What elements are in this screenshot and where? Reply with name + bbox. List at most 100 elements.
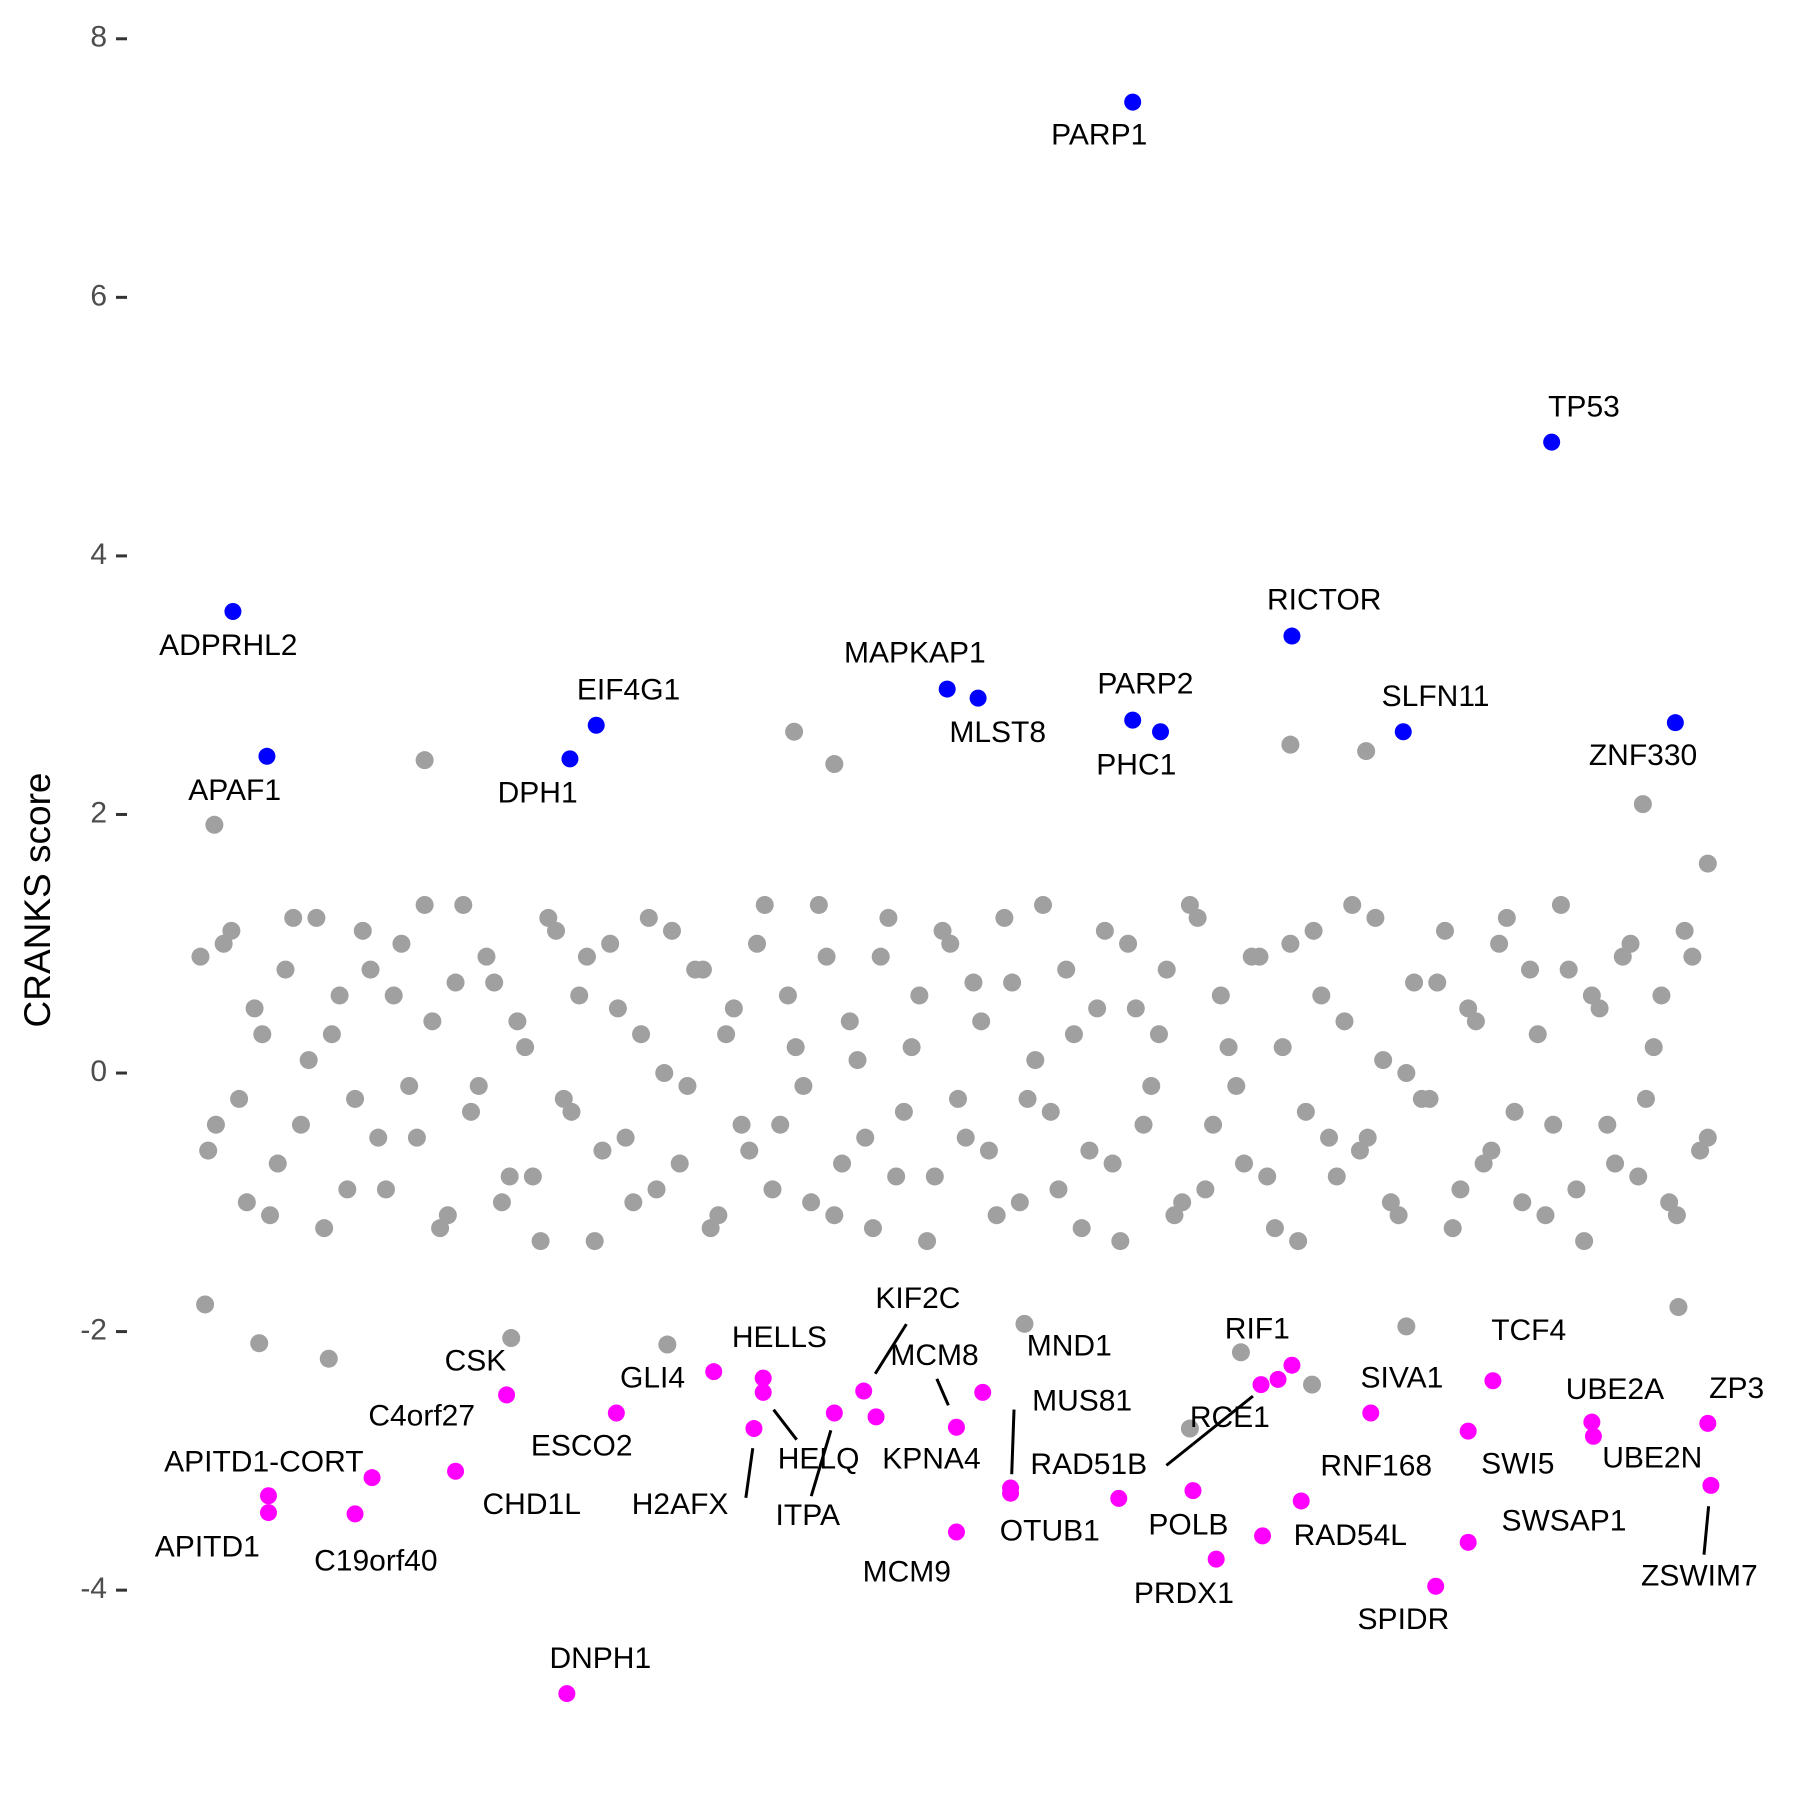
- point: [1204, 1115, 1223, 1134]
- point: [1397, 1317, 1416, 1336]
- point: [833, 1154, 852, 1173]
- point: [1188, 908, 1207, 927]
- point: [1666, 714, 1684, 732]
- point: [1521, 960, 1540, 979]
- point: [1394, 723, 1412, 741]
- point: [462, 1102, 481, 1121]
- point: [446, 973, 465, 992]
- point: [947, 1418, 965, 1436]
- point-label: GLI4: [620, 1362, 685, 1395]
- point-label: ZP3: [1709, 1372, 1764, 1405]
- point: [1049, 1180, 1068, 1199]
- point: [447, 1462, 465, 1480]
- point: [794, 1076, 813, 1095]
- point-label: MCM8: [890, 1339, 978, 1372]
- point: [284, 908, 303, 927]
- point: [1110, 1489, 1128, 1507]
- point: [1397, 1064, 1416, 1083]
- point: [1041, 1102, 1060, 1121]
- point-label: PARP2: [1097, 667, 1193, 700]
- point: [268, 1154, 287, 1173]
- point-label: RIF1: [1225, 1313, 1290, 1346]
- point: [717, 1025, 736, 1044]
- point: [701, 1219, 720, 1238]
- point: [947, 1523, 965, 1541]
- point: [1698, 1128, 1717, 1147]
- point: [1459, 999, 1478, 1018]
- point: [1252, 1376, 1270, 1394]
- point-label: RNF168: [1320, 1449, 1432, 1482]
- point: [1134, 1115, 1153, 1134]
- point: [817, 947, 836, 966]
- point: [338, 1180, 357, 1199]
- point: [1484, 1372, 1502, 1390]
- point-label: CSK: [445, 1345, 507, 1378]
- point: [1103, 1154, 1122, 1173]
- point: [502, 1329, 521, 1348]
- point: [258, 747, 276, 765]
- point: [1180, 895, 1199, 914]
- point: [1269, 1370, 1287, 1388]
- point: [949, 1089, 967, 1108]
- point: [658, 1335, 677, 1354]
- y-tick-label: 8: [90, 21, 107, 54]
- point-label: MUS81: [1032, 1385, 1132, 1418]
- point: [918, 1232, 937, 1251]
- point-label: MAPKAP1: [844, 636, 986, 669]
- point: [1088, 999, 1107, 1018]
- point: [1613, 947, 1632, 966]
- point: [1296, 1102, 1315, 1121]
- point: [601, 934, 620, 953]
- point: [237, 1193, 256, 1212]
- point-label: OTUB1: [1000, 1514, 1100, 1547]
- point-label: ESCO2: [531, 1430, 633, 1463]
- point: [1219, 1038, 1238, 1057]
- point: [1381, 1193, 1400, 1212]
- point: [322, 1025, 341, 1044]
- point-label: C4orf27: [368, 1400, 475, 1433]
- point: [1357, 742, 1376, 761]
- point: [431, 1219, 450, 1238]
- point: [693, 960, 712, 979]
- point-label: MND1: [1027, 1329, 1112, 1362]
- point: [1405, 973, 1424, 992]
- point: [910, 986, 929, 1005]
- point: [276, 960, 295, 979]
- point-label: DPH1: [498, 777, 578, 810]
- point: [1227, 1076, 1246, 1095]
- point: [1303, 1375, 1322, 1394]
- point-label: APITD1-CORT: [164, 1445, 363, 1478]
- point-label: UBE2N: [1602, 1441, 1702, 1474]
- point: [250, 1334, 269, 1353]
- point-label: H2AFX: [632, 1488, 729, 1521]
- point-label: ITPA: [776, 1499, 840, 1532]
- point: [867, 1408, 885, 1426]
- point: [1149, 1025, 1168, 1044]
- point: [616, 1128, 635, 1147]
- point: [879, 908, 898, 927]
- point: [1699, 1414, 1717, 1432]
- point: [1606, 1154, 1625, 1173]
- point: [705, 1363, 723, 1381]
- point: [1003, 973, 1022, 992]
- point: [855, 1382, 873, 1400]
- point: [969, 689, 987, 707]
- point: [1698, 854, 1717, 873]
- y-tick-label: 0: [90, 1055, 107, 1088]
- point: [361, 960, 380, 979]
- point: [1119, 934, 1138, 953]
- point: [662, 921, 681, 940]
- point: [1292, 1492, 1310, 1510]
- point: [492, 1193, 511, 1212]
- point: [856, 1128, 875, 1147]
- point: [1490, 934, 1509, 953]
- point: [1026, 1051, 1045, 1070]
- point-label: SWI5: [1481, 1448, 1554, 1481]
- point: [979, 1141, 998, 1160]
- point: [353, 921, 372, 940]
- y-tick-label: 6: [90, 279, 107, 312]
- y-tick-label: 2: [90, 796, 107, 829]
- point: [785, 722, 804, 741]
- point: [500, 1167, 519, 1186]
- point: [593, 1141, 612, 1160]
